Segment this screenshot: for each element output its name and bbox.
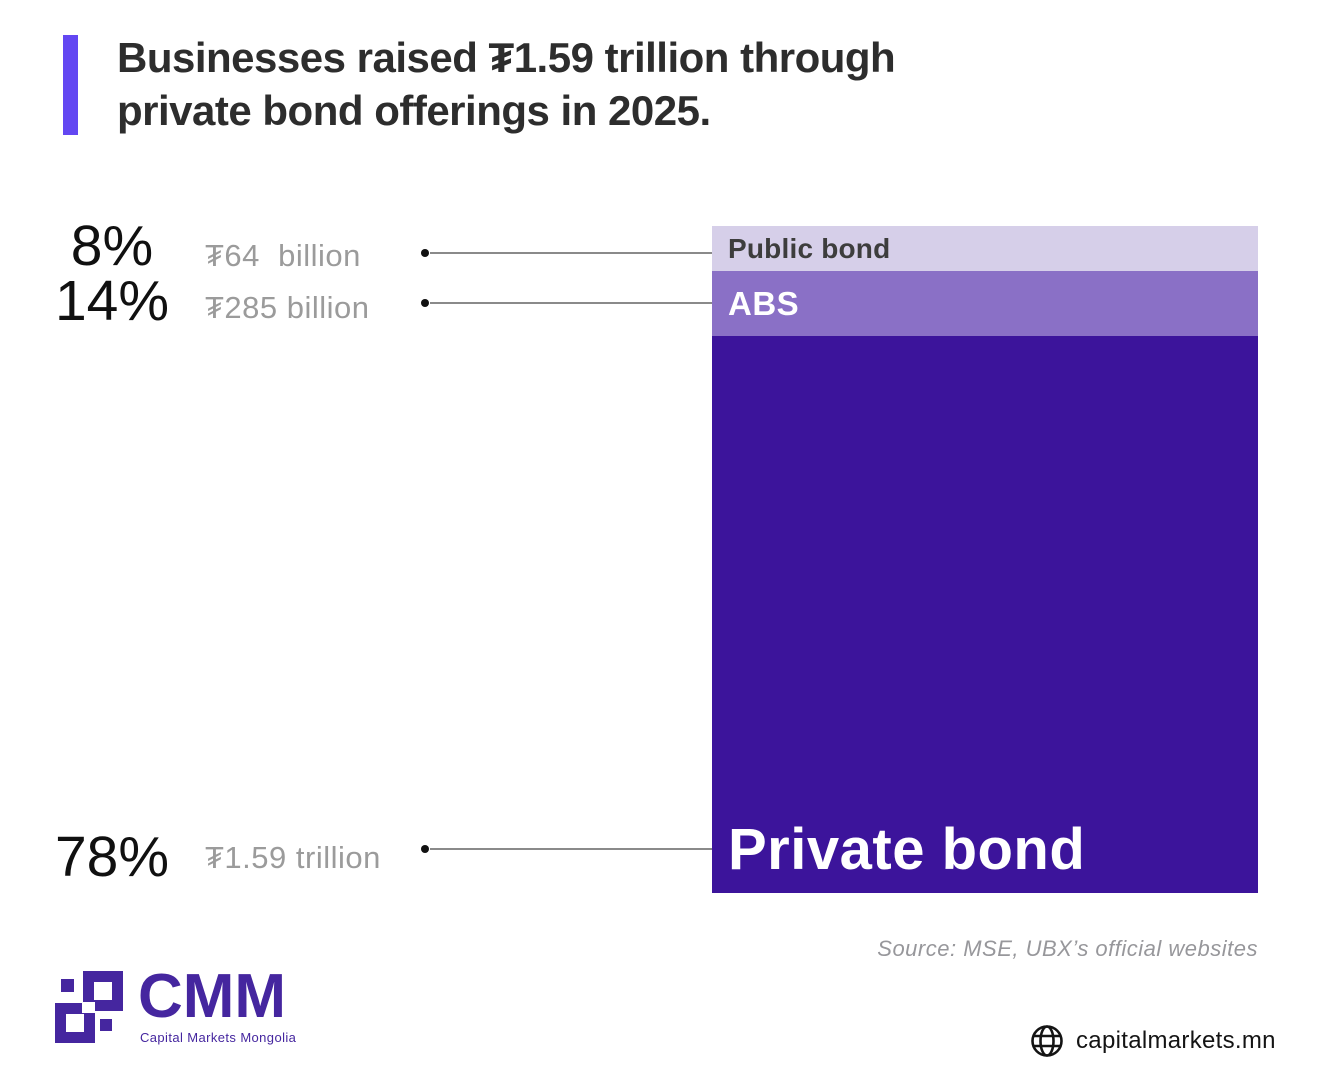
- percent-label-public-bond: 8%: [70, 214, 154, 278]
- leader-dot: [421, 249, 429, 257]
- percent-label-private-bond: 78%: [54, 825, 170, 889]
- logo-notch: [82, 1002, 95, 1013]
- logo-square-outline: [55, 1003, 95, 1043]
- title-line-1: Businesses raised ₮1.59 trillion through: [117, 34, 896, 81]
- logo-square-outline: [83, 971, 123, 1011]
- title-line-2: private bond offerings in 2025.: [117, 87, 711, 134]
- stacked-bar: Public bond ABS Private bond: [712, 226, 1258, 893]
- bar-segment-public-bond: Public bond: [712, 226, 1258, 271]
- value-label-public-bond: ₮64 billion: [205, 238, 361, 273]
- bar-segment-abs: ABS: [712, 271, 1258, 336]
- cmm-logo-icon: [55, 967, 137, 1051]
- segment-label-private-bond: Private bond: [728, 817, 1086, 882]
- cmm-logo-subtitle: Capital Markets Mongolia: [140, 1030, 297, 1045]
- leader-dot: [421, 299, 429, 307]
- leader-line-public-bond: [421, 249, 712, 257]
- bar-segment-private-bond: Private bond: [712, 336, 1258, 893]
- percent-label-abs: 14%: [54, 269, 170, 333]
- cmm-logo-text: CMM: [138, 962, 287, 1031]
- value-label-private-bond: ₮1.59 trillion: [205, 840, 381, 875]
- leader-line-abs: [421, 299, 712, 307]
- title-accent-bar: [63, 35, 78, 135]
- website-link[interactable]: capitalmarkets.mn: [1030, 1024, 1276, 1058]
- leader-dot: [421, 845, 429, 853]
- page-title: Businesses raised ₮1.59 trillion through…: [117, 31, 896, 137]
- segment-label-abs: ABS: [728, 285, 800, 322]
- source-note: Source: MSE, UBX’s official websites: [877, 936, 1258, 961]
- value-label-abs: ₮285 billion: [205, 290, 370, 325]
- logo-square-dot: [100, 1019, 112, 1031]
- logo-square-dot: [61, 979, 74, 992]
- website-text[interactable]: capitalmarkets.mn: [1076, 1027, 1276, 1054]
- leader-line-private-bond: [421, 845, 712, 853]
- globe-icon: [1031, 1025, 1063, 1057]
- segment-label-public-bond: Public bond: [728, 233, 891, 264]
